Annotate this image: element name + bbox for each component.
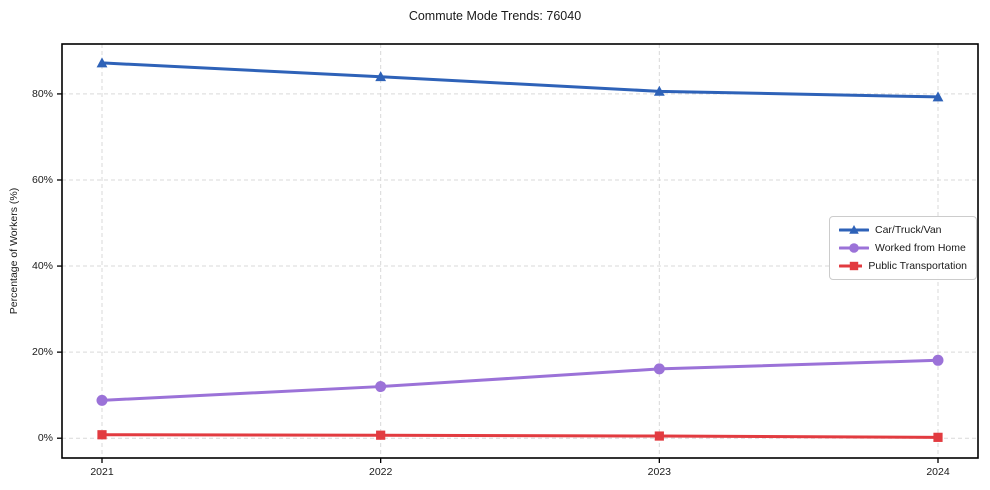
legend-item: Car/Truck/Van	[839, 224, 967, 236]
series-line	[100, 433, 940, 439]
y-tick-label: 60%	[31, 173, 53, 186]
data-point-marker	[933, 432, 943, 442]
data-point-marker	[932, 354, 944, 366]
y-axis-label: Percentage of Workers (%)	[8, 187, 20, 315]
data-point-marker	[932, 91, 944, 102]
chart-title: Commute Mode Trends: 76040	[408, 9, 582, 23]
data-point-marker	[97, 430, 107, 440]
x-tick-label: 2021	[90, 466, 114, 478]
x-tick-label: 2024	[926, 466, 950, 478]
data-point-marker	[375, 381, 387, 393]
data-point-marker	[653, 85, 665, 96]
x-tick-label: 2023	[647, 466, 672, 478]
triangle-legend-marker-icon	[839, 225, 869, 234]
legend: Car/Truck/Van Worked from Home Public Tran…	[829, 216, 977, 280]
series-line	[100, 358, 940, 402]
data-point-marker	[376, 430, 386, 440]
series-line	[100, 61, 940, 99]
x-tick-label: 2022	[368, 466, 393, 478]
data-point-marker	[375, 71, 387, 82]
circle-legend-marker-icon	[839, 243, 869, 253]
y-tick-label: 20%	[31, 346, 53, 359]
y-tick-label: 0%	[37, 432, 53, 445]
data-point-marker	[653, 363, 665, 375]
legend-label: Car/Truck/Van	[875, 224, 942, 236]
data-point-marker	[96, 394, 108, 406]
y-tick-label: 40%	[31, 260, 53, 273]
legend-label: Worked from Home	[875, 242, 966, 254]
legend-label: Public Transportation	[868, 260, 967, 272]
legend-item: Worked from Home	[839, 242, 967, 254]
square-legend-marker-icon	[839, 261, 863, 271]
y-tick-label: 80%	[31, 87, 53, 100]
data-point-marker	[96, 57, 108, 68]
legend-item: Public Transportation	[839, 260, 967, 272]
plot-border	[61, 43, 979, 459]
data-point-marker	[654, 431, 664, 441]
